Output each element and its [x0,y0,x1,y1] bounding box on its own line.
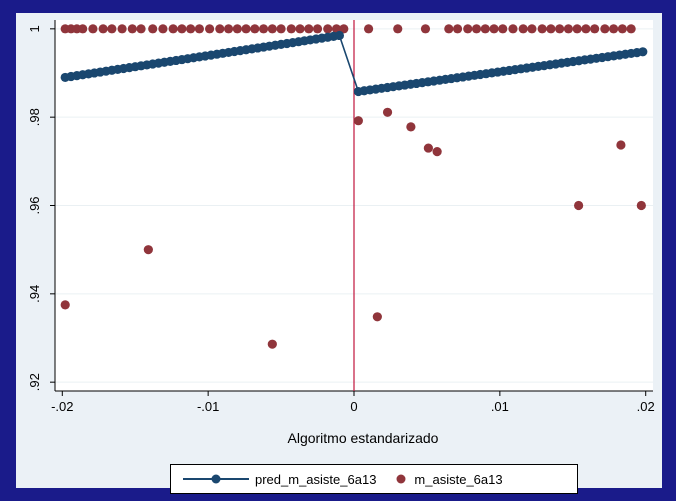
chart-frame: .92 .94 .96 .98 1 -.02 -.01 0 .01 .02 Algoritmo e… [16,13,662,494]
observed-point [452,24,463,34]
observed-point [537,24,547,34]
legend-dot-marker-icon [396,474,406,484]
observed-point [353,116,363,126]
observed-point [168,24,178,34]
observed-point [572,24,582,34]
chart-svg: .92 .94 .96 .98 1 -.02 -.01 0 .01 .02 Algoritmo e… [27,20,655,446]
observed-point [508,24,518,34]
observed-point [98,24,108,34]
observed-point [590,24,600,34]
x-tick-label: -.02 [51,399,73,414]
observed-point [498,24,508,34]
observed-point [177,24,187,34]
observed-point [432,147,442,157]
observed-point [444,24,454,34]
x-tick-label: .02 [637,399,655,414]
observed-point [518,24,528,34]
y-tick-label: .94 [27,285,42,303]
observed-point [88,24,98,34]
observed-point [258,24,269,34]
observed-point [626,24,636,34]
y-tick-label: .98 [27,108,42,126]
y-tick-label: .96 [27,196,42,214]
observed-point [312,24,323,34]
x-axis-label: Algoritmo estandarizado [288,430,439,446]
legend-item-pred: pred_m_asiste_6a13 [183,472,376,487]
observed-point [563,24,574,34]
observed-point [339,24,349,34]
observed-point [117,24,127,34]
observed-point [372,312,382,322]
legend: pred_m_asiste_6a13 m_asiste_6a13 [170,464,578,494]
observed-point [158,24,168,34]
observed-point [250,24,260,34]
y-tick-label: 1 [27,25,42,32]
observed-point [393,24,403,34]
observed-point [555,24,565,34]
observed-point [194,24,204,34]
observed-point [205,24,215,34]
observed-point [480,24,490,34]
observed-point [241,24,251,34]
observed-point [223,24,234,34]
observed-point [617,24,627,34]
observed-point [546,24,556,34]
observed-point [363,24,374,34]
observed-point [600,24,610,34]
observed-point [267,24,277,34]
legend-label-pred: pred_m_asiste_6a13 [255,471,377,487]
observed-point [471,24,482,34]
observed-point [267,339,277,349]
observed-point [215,24,225,34]
x-tick-label: .01 [491,399,509,414]
legend-item-observed: m_asiste_6a13 [394,471,503,487]
observed-point [78,24,88,34]
y-tick-label: .92 [27,373,42,391]
observed-point [463,24,473,34]
observed-point [574,200,584,211]
observed-point [382,107,393,117]
observed-point [616,140,626,150]
observed-point [286,24,296,34]
observed-point [304,24,314,34]
observed-point [107,24,117,34]
observed-point [127,24,137,34]
legend-line-marker-icon [183,474,249,484]
observed-point [323,24,333,34]
observed-point [581,24,591,34]
x-tick-label: 0 [350,399,357,414]
observed-point [148,24,158,34]
legend-label-observed: m_asiste_6a13 [414,471,503,487]
observed-point [276,24,286,34]
pred-point [334,30,345,41]
observed-point [420,24,431,34]
observed-point [527,24,537,34]
x-tick-label: -.01 [197,399,219,414]
observed-point [609,24,619,34]
observed-point [136,24,146,34]
observed-point [489,24,499,34]
marks [60,20,648,391]
observed-point [636,200,646,211]
observed-point [423,143,433,153]
observed-point [143,245,153,255]
observed-point [406,122,416,132]
observed-point [186,24,196,34]
observed-point [60,300,70,310]
observed-point [295,24,305,34]
observed-point [232,24,242,34]
pred-point [638,47,648,57]
